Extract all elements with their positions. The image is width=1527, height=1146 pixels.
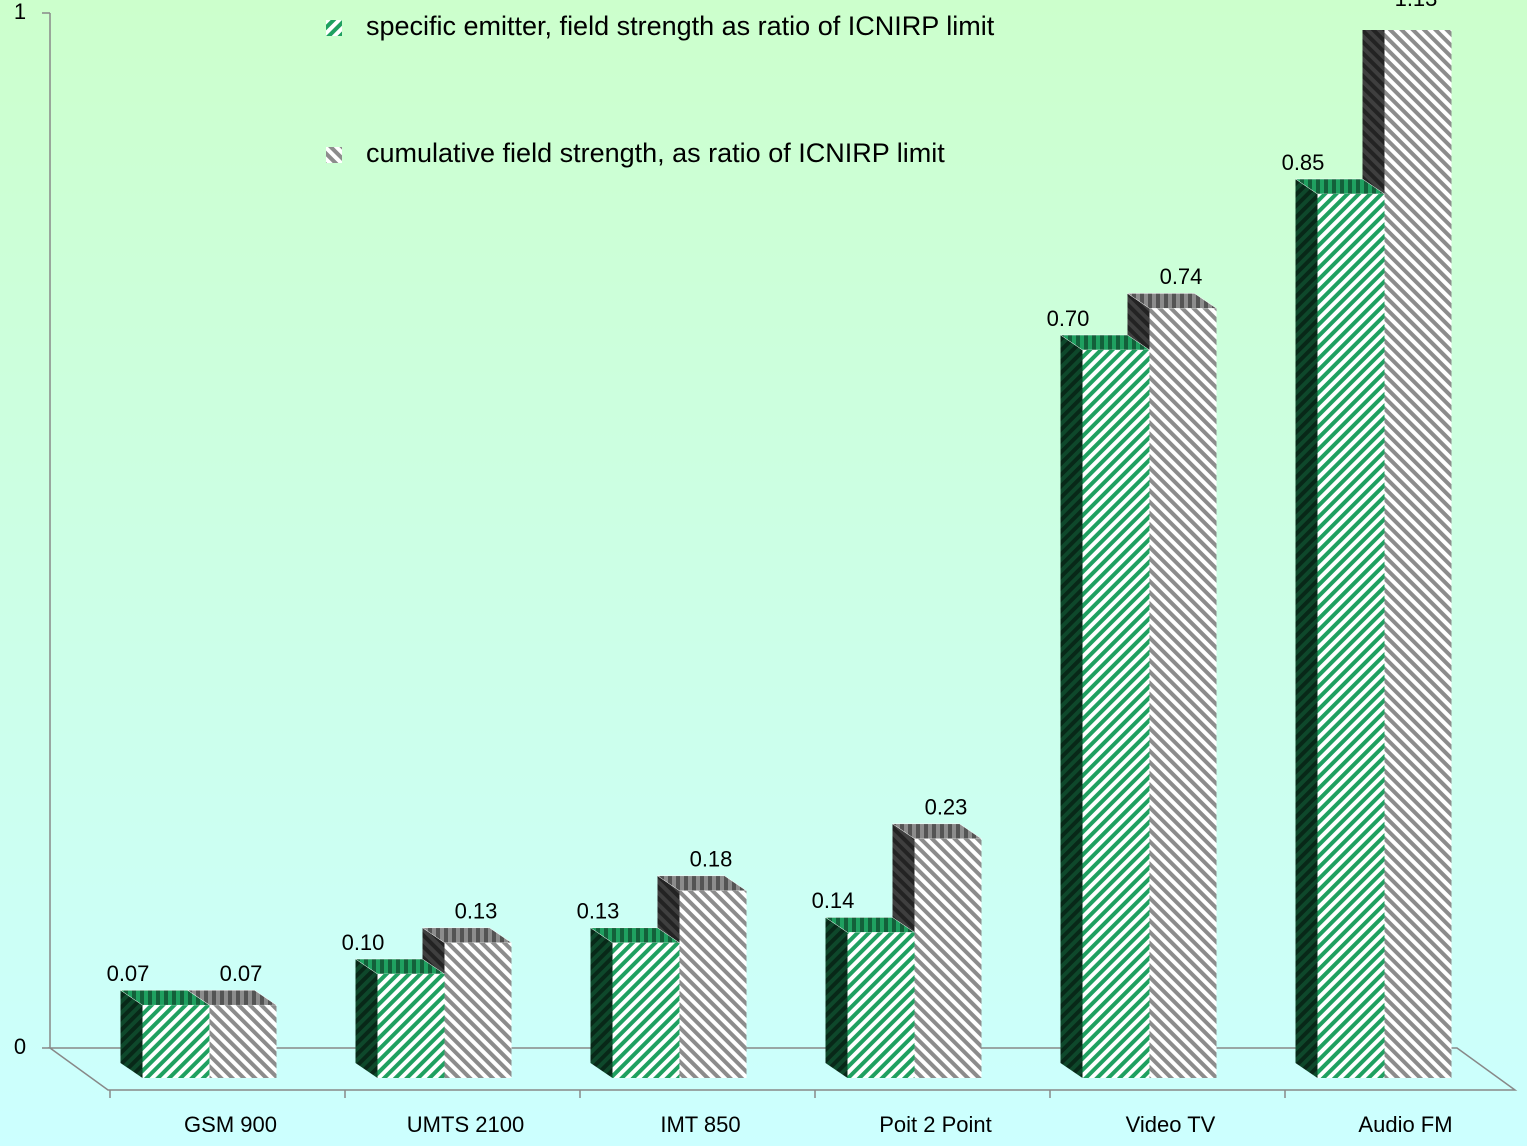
x-tick-label: Poit 2 Point [879, 1112, 992, 1137]
y-tick-label: 1 [14, 0, 26, 24]
data-label: 0.13 [577, 899, 620, 924]
x-tick-label: GSM 900 [184, 1112, 277, 1137]
bar-side [1060, 335, 1083, 1078]
data-label: 0.70 [1047, 306, 1090, 331]
data-label: 0.13 [455, 899, 498, 924]
bar [1082, 350, 1150, 1078]
bars [119, 30, 1452, 1078]
data-label: 0.07 [220, 961, 263, 986]
data-label: 0.85 [1282, 150, 1325, 175]
bar [209, 1005, 277, 1078]
data-label: 0.07 [107, 961, 150, 986]
bar [1149, 308, 1217, 1078]
bar-side [120, 990, 143, 1078]
bar [612, 942, 680, 1078]
data-label: 0.10 [342, 930, 385, 955]
x-tick-label: UMTS 2100 [407, 1112, 524, 1137]
legend-swatch [326, 147, 342, 163]
bar [142, 1005, 210, 1078]
x-tick-label: IMT 850 [660, 1112, 740, 1137]
data-label: 0.18 [690, 847, 733, 872]
bar [444, 942, 512, 1078]
data-label: 1.13 [1395, 0, 1438, 11]
floor [47, 1047, 1518, 1091]
bar-side [590, 927, 613, 1078]
data-label: 0.14 [812, 888, 855, 913]
bar [377, 974, 445, 1078]
bar [1384, 30, 1452, 1078]
bar-side [825, 917, 848, 1078]
bar [914, 838, 982, 1078]
x-tick-label: Audio FM [1358, 1112, 1452, 1137]
legend-label: cumulative field strength, as ratio of I… [366, 138, 945, 168]
legend-swatch [326, 20, 342, 36]
legend-label: specific emitter, field strength as rati… [366, 11, 995, 41]
bar [1317, 194, 1385, 1078]
bar [847, 932, 915, 1078]
bar-side [355, 959, 378, 1078]
x-tick-label: Video TV [1126, 1112, 1216, 1137]
y-tick-label: 0 [14, 1034, 26, 1059]
data-label: 0.23 [925, 795, 968, 820]
bar-side [1295, 179, 1318, 1078]
bar [679, 890, 747, 1078]
data-label: 0.74 [1160, 264, 1203, 289]
